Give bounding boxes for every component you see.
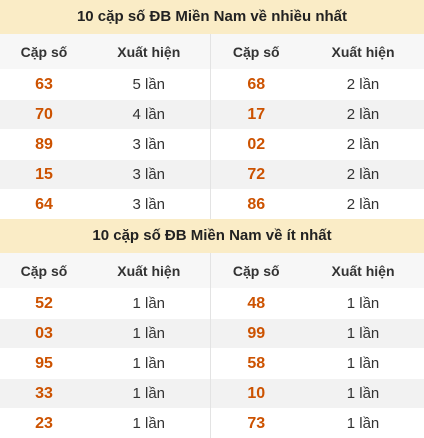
pair-count: 1 lần [88,319,210,349]
table-most: Cặp số Xuất hiện Cặp số Xuất hiện 63 5 l… [0,34,424,219]
table-row: 03 1 lần 99 1 lần [0,319,424,349]
pair-number: 17 [210,100,302,130]
table-least: Cặp số Xuất hiện Cặp số Xuất hiện 52 1 l… [0,253,424,438]
header-count: Xuất hiện [88,253,210,289]
pair-count: 1 lần [302,409,424,438]
pair-number: 99 [210,319,302,349]
table-row: 64 3 lần 86 2 lần [0,190,424,220]
header-count: Xuất hiện [302,253,424,289]
pair-count: 5 lần [88,70,210,100]
header-pair: Cặp số [210,34,302,70]
pair-count: 1 lần [302,319,424,349]
pair-number: 63 [0,70,88,100]
section-title-most: 10 cặp số ĐB Miền Nam về nhiều nhất [0,0,424,34]
pair-number: 64 [0,190,88,220]
pair-number: 23 [0,409,88,438]
pair-number: 68 [210,70,302,100]
header-pair: Cặp số [0,34,88,70]
table-row: 95 1 lần 58 1 lần [0,349,424,379]
table-header-row: Cặp số Xuất hiện Cặp số Xuất hiện [0,34,424,70]
pair-number: 73 [210,409,302,438]
pair-count: 3 lần [88,160,210,190]
pair-number: 58 [210,349,302,379]
pair-number: 95 [0,349,88,379]
pair-number: 86 [210,190,302,220]
pair-number: 89 [0,130,88,160]
header-pair: Cặp số [0,253,88,289]
table-row: 15 3 lần 72 2 lần [0,160,424,190]
table-header-row: Cặp số Xuất hiện Cặp số Xuất hiện [0,253,424,289]
section-title-least: 10 cặp số ĐB Miền Nam về ít nhất [0,219,424,253]
pair-count: 1 lần [302,349,424,379]
pair-count: 2 lần [302,100,424,130]
pair-number: 10 [210,379,302,409]
pair-number: 48 [210,289,302,319]
pair-count: 2 lần [302,190,424,220]
header-pair: Cặp số [210,253,302,289]
pair-number: 70 [0,100,88,130]
pair-count: 3 lần [88,130,210,160]
pair-count: 3 lần [88,190,210,220]
header-count: Xuất hiện [88,34,210,70]
table-row: 89 3 lần 02 2 lần [0,130,424,160]
pair-number: 72 [210,160,302,190]
pair-count: 4 lần [88,100,210,130]
table-row: 63 5 lần 68 2 lần [0,70,424,100]
pair-count: 1 lần [88,349,210,379]
pair-count: 1 lần [88,379,210,409]
pair-count: 1 lần [302,379,424,409]
pair-count: 1 lần [88,409,210,438]
pair-number: 15 [0,160,88,190]
pair-number: 52 [0,289,88,319]
pair-count: 2 lần [302,160,424,190]
pair-number: 33 [0,379,88,409]
pair-number: 02 [210,130,302,160]
table-row: 33 1 lần 10 1 lần [0,379,424,409]
pair-count: 1 lần [88,289,210,319]
table-row: 23 1 lần 73 1 lần [0,409,424,438]
header-count: Xuất hiện [302,34,424,70]
table-row: 70 4 lần 17 2 lần [0,100,424,130]
pair-count: 2 lần [302,70,424,100]
pair-count: 2 lần [302,130,424,160]
table-row: 52 1 lần 48 1 lần [0,289,424,319]
pair-number: 03 [0,319,88,349]
pair-count: 1 lần [302,289,424,319]
